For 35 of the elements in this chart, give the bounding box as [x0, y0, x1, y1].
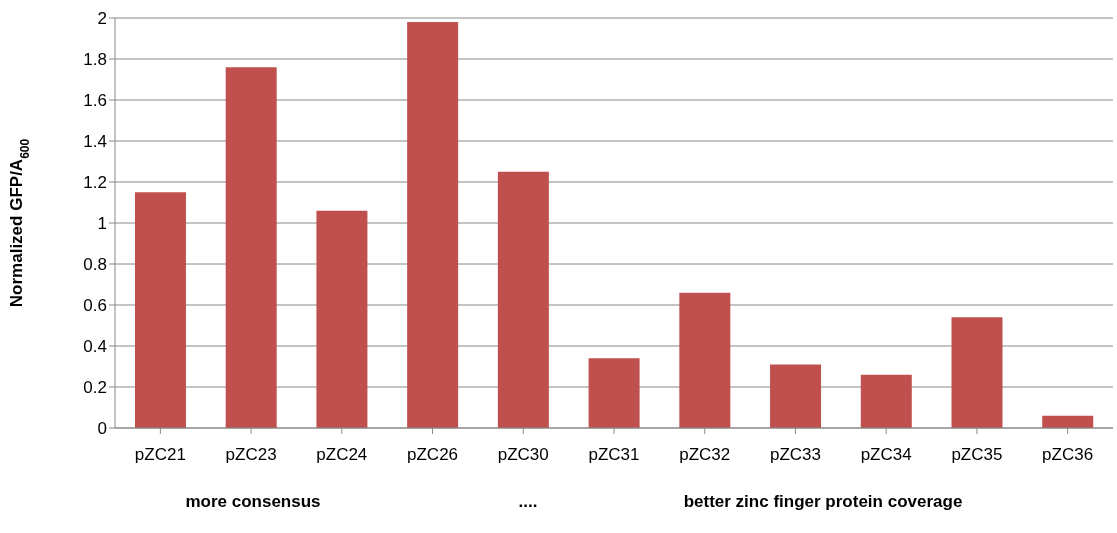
x-tick-label: pZC21 [134, 445, 186, 465]
x-tick-label: pZC30 [497, 445, 549, 465]
bar [860, 374, 912, 428]
x-tick-label: pZC24 [316, 445, 368, 465]
y-tick-label: 1.8 [83, 50, 107, 70]
y-tick-label: 0 [97, 419, 107, 439]
x-tick-label: pZC36 [1042, 445, 1094, 465]
y-tick-label: 1.4 [83, 132, 107, 152]
bar [679, 292, 731, 428]
y-tick-label: 1.6 [83, 91, 107, 111]
text: more consensus [185, 492, 321, 512]
x-tick-label: pZC34 [860, 445, 912, 465]
bar [497, 171, 549, 428]
text: better zinc finger protein coverage [683, 492, 963, 512]
bar [951, 317, 1003, 428]
x-tick-label: pZC33 [769, 445, 821, 465]
bar [770, 364, 822, 428]
y-tick-label: 2 [97, 9, 107, 29]
y-tick-label: 0.6 [83, 296, 107, 316]
bar [225, 67, 277, 428]
x-tick-label: pZC26 [407, 445, 459, 465]
y-tick-label: 0.2 [83, 378, 107, 398]
y-tick-label: 1 [97, 214, 107, 234]
text: .... [518, 492, 538, 512]
y-tick-label: 1.2 [83, 173, 107, 193]
y-tick-label: 0.8 [83, 255, 107, 275]
bar [407, 22, 459, 428]
x-tick-label: pZC23 [225, 445, 277, 465]
bar [316, 210, 368, 428]
bar [134, 192, 186, 428]
bar [588, 358, 640, 428]
y-tick-label: 0.4 [83, 337, 107, 357]
x-tick-label: pZC31 [588, 445, 640, 465]
x-tick-label: pZC35 [951, 445, 1003, 465]
x-tick-label: pZC32 [679, 445, 731, 465]
